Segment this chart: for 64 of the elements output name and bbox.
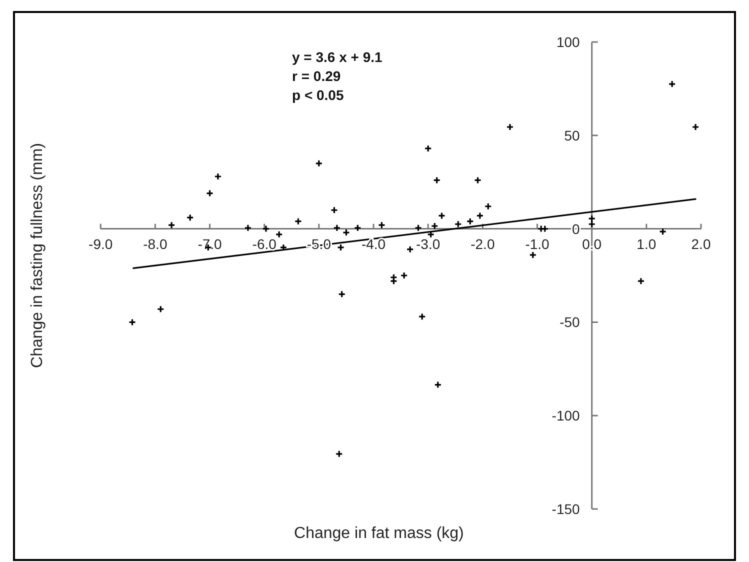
point: [529, 251, 537, 259]
point: [336, 244, 345, 252]
annotation: r = 0.29: [292, 68, 341, 84]
y-tick-label: 50: [564, 127, 580, 144]
point: [476, 212, 484, 220]
point: [378, 221, 386, 229]
point: [128, 318, 136, 326]
point: [338, 290, 346, 298]
x-tick-label: -6.0: [252, 236, 277, 252]
x-tick-label: -2.0: [470, 236, 495, 252]
point: [418, 312, 426, 320]
point: [430, 222, 438, 230]
point: [506, 123, 514, 131]
point: [335, 450, 343, 458]
point: [406, 246, 414, 254]
point: [668, 80, 676, 88]
y-tick-label: 100: [556, 34, 580, 50]
point: [414, 224, 422, 232]
point: [433, 176, 441, 184]
point: [186, 214, 194, 222]
x-tick-label: -8.0: [143, 236, 168, 252]
x-tick-label: -3.0: [416, 236, 440, 252]
x-tick-label: -4.0: [361, 236, 386, 252]
y-tick-label: -150: [552, 501, 580, 517]
point: [333, 224, 341, 232]
point: [474, 176, 482, 184]
x-tick-label: 1.0: [636, 236, 656, 252]
point: [342, 228, 350, 236]
point: [692, 123, 700, 131]
point: [424, 144, 432, 152]
point: [214, 172, 222, 180]
point: [244, 224, 252, 232]
point: [588, 220, 596, 228]
point: [454, 220, 462, 228]
point: [658, 228, 667, 236]
point: [588, 214, 596, 222]
x-axis-title: Change in fat mass (kg): [294, 525, 464, 542]
x-tick-label: -7.0: [198, 236, 222, 252]
point: [168, 221, 176, 229]
x-tick-label: 2.0: [691, 236, 711, 252]
annotation: y = 3.6 x + 9.1: [292, 49, 383, 65]
point: [390, 277, 398, 285]
point: [156, 305, 164, 313]
point: [537, 225, 545, 233]
x-tick-label: -1.0: [525, 236, 550, 252]
point: [330, 206, 338, 214]
point: [484, 202, 492, 210]
point: [206, 190, 214, 198]
point: [541, 225, 549, 233]
y-tick-label: -50: [560, 314, 580, 330]
point: [434, 380, 442, 389]
point: [438, 212, 446, 220]
point: [315, 160, 323, 168]
y-tick-label: -100: [552, 408, 580, 424]
point: [294, 218, 302, 226]
y-axis-title: Change in fasting fullness (mm): [29, 143, 46, 368]
x-tick-label: -9.0: [88, 236, 113, 252]
annotation: p < 0.05: [292, 87, 344, 103]
point: [466, 218, 474, 226]
point: [354, 224, 362, 232]
point: [262, 225, 270, 233]
point: [637, 277, 645, 285]
point: [275, 230, 283, 238]
point: [400, 272, 408, 280]
